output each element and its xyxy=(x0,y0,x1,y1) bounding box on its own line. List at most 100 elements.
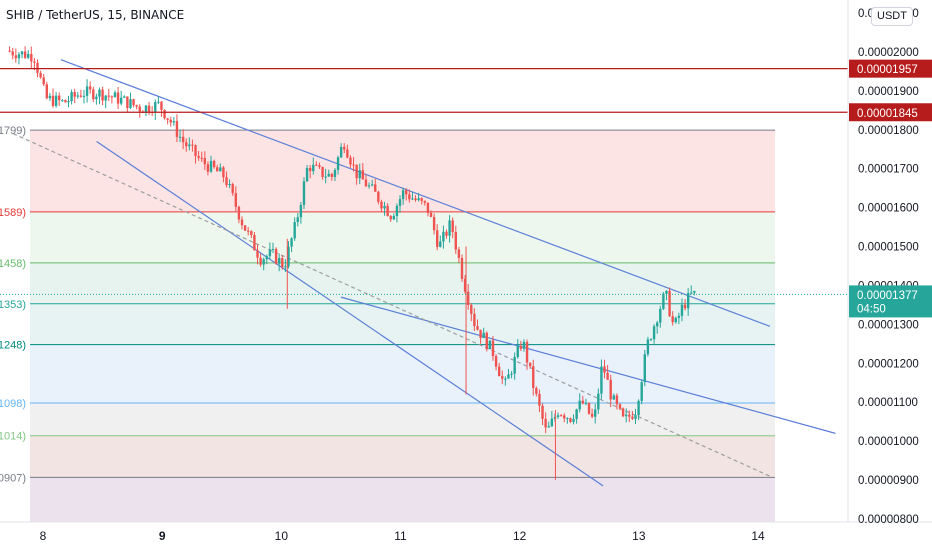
candle-body xyxy=(535,388,538,394)
candle-body xyxy=(541,405,544,419)
candle-body xyxy=(674,317,677,323)
candle-body xyxy=(116,92,120,104)
candle-body xyxy=(194,145,197,157)
candle-body xyxy=(600,366,603,394)
candle-body xyxy=(160,101,163,110)
candle-body xyxy=(625,414,628,417)
x-tick-label: 9 xyxy=(159,529,166,543)
candle-body xyxy=(439,241,442,247)
candle-body xyxy=(259,257,262,265)
fib-zone xyxy=(30,344,775,404)
y-tick-label: 0.00001900 xyxy=(858,86,919,98)
candle-body xyxy=(683,304,687,309)
candle-body xyxy=(482,332,485,339)
candle-body xyxy=(426,202,430,213)
candle-body xyxy=(640,382,643,401)
fib-label: 0907) xyxy=(0,472,26,484)
candle-body xyxy=(494,356,498,367)
candle-body xyxy=(154,102,157,113)
currency-button[interactable]: USDT xyxy=(871,7,913,26)
candle-body xyxy=(594,409,597,417)
candle-body xyxy=(23,51,27,58)
candle-body xyxy=(584,402,588,404)
candle-body xyxy=(175,121,179,137)
y-tick-label: 0.00001700 xyxy=(858,164,919,176)
fib-label: 1014) xyxy=(0,431,26,443)
current-price-label: 0.00001377 xyxy=(857,290,918,302)
candle-body xyxy=(547,426,550,428)
candle-body xyxy=(631,416,634,419)
candle-body xyxy=(544,418,547,428)
fib-label: 1799) xyxy=(0,125,26,137)
candle-body xyxy=(302,181,306,205)
candle-body xyxy=(36,62,39,73)
candle-body xyxy=(234,193,238,207)
candle-body xyxy=(411,198,414,200)
candle-body xyxy=(501,376,504,379)
candle-body xyxy=(436,230,439,247)
candle-body xyxy=(14,55,18,59)
candle-body xyxy=(110,96,114,98)
candle-body xyxy=(516,346,519,357)
candle-body xyxy=(668,290,671,317)
candle-body xyxy=(299,204,303,218)
candle-body xyxy=(398,199,402,206)
candle-body xyxy=(76,95,79,97)
candle-body xyxy=(677,315,681,318)
candle-body xyxy=(293,222,296,239)
candle-body xyxy=(634,415,637,419)
candle-body xyxy=(603,366,606,373)
candle-body xyxy=(414,198,417,201)
candle-body xyxy=(126,96,129,109)
candle-body xyxy=(8,50,11,52)
fib-label: 1589) xyxy=(0,207,26,219)
candle-body xyxy=(581,400,585,404)
y-tick-label: 0.00001000 xyxy=(858,436,919,448)
candle-body xyxy=(144,105,148,113)
candle-body xyxy=(82,95,86,97)
candle-body xyxy=(417,198,420,201)
candle-body xyxy=(212,160,216,168)
time-axis: 8 9 10 11 12 13 14 xyxy=(40,529,765,543)
candle-body xyxy=(132,99,135,106)
candle-body xyxy=(513,356,516,374)
candle-body xyxy=(448,220,451,236)
candle-body xyxy=(609,379,612,400)
candle-body xyxy=(79,95,83,97)
y-tick-label: 0.00001800 xyxy=(858,125,919,137)
candle-body xyxy=(253,235,256,251)
candle-body xyxy=(166,118,169,120)
current-price-badge xyxy=(849,285,932,318)
candle-body xyxy=(429,212,433,218)
candle-body xyxy=(460,257,464,279)
fib-labels: 1799) 1589) 1458) 1353) 1248) 1098) 1014) 0907) xyxy=(0,125,26,484)
candle-body xyxy=(58,95,61,101)
candle-body xyxy=(665,290,668,294)
candle-body xyxy=(615,395,619,405)
fib-zone xyxy=(30,303,775,345)
candle-body xyxy=(113,92,117,98)
x-tick-label: 14 xyxy=(751,529,765,543)
level-badge-label: 0.00001957 xyxy=(857,64,918,76)
candle-body xyxy=(662,293,665,309)
candle-body xyxy=(628,414,631,417)
candle-body xyxy=(188,144,191,147)
level-badge xyxy=(849,103,932,122)
candle-body xyxy=(228,184,231,186)
candle-body xyxy=(17,54,21,59)
candle-body xyxy=(250,231,253,236)
horizontal-levels xyxy=(0,68,848,295)
candle-body xyxy=(305,167,309,182)
candle-body xyxy=(659,308,662,323)
candle-body xyxy=(652,326,656,340)
candle-body xyxy=(240,219,244,226)
candle-body xyxy=(256,250,259,258)
candle-body xyxy=(367,185,371,187)
candle-body xyxy=(284,266,287,268)
candle-body xyxy=(157,101,160,103)
candle-body xyxy=(643,354,646,383)
candle-body xyxy=(247,230,250,232)
candle-body xyxy=(327,173,330,177)
